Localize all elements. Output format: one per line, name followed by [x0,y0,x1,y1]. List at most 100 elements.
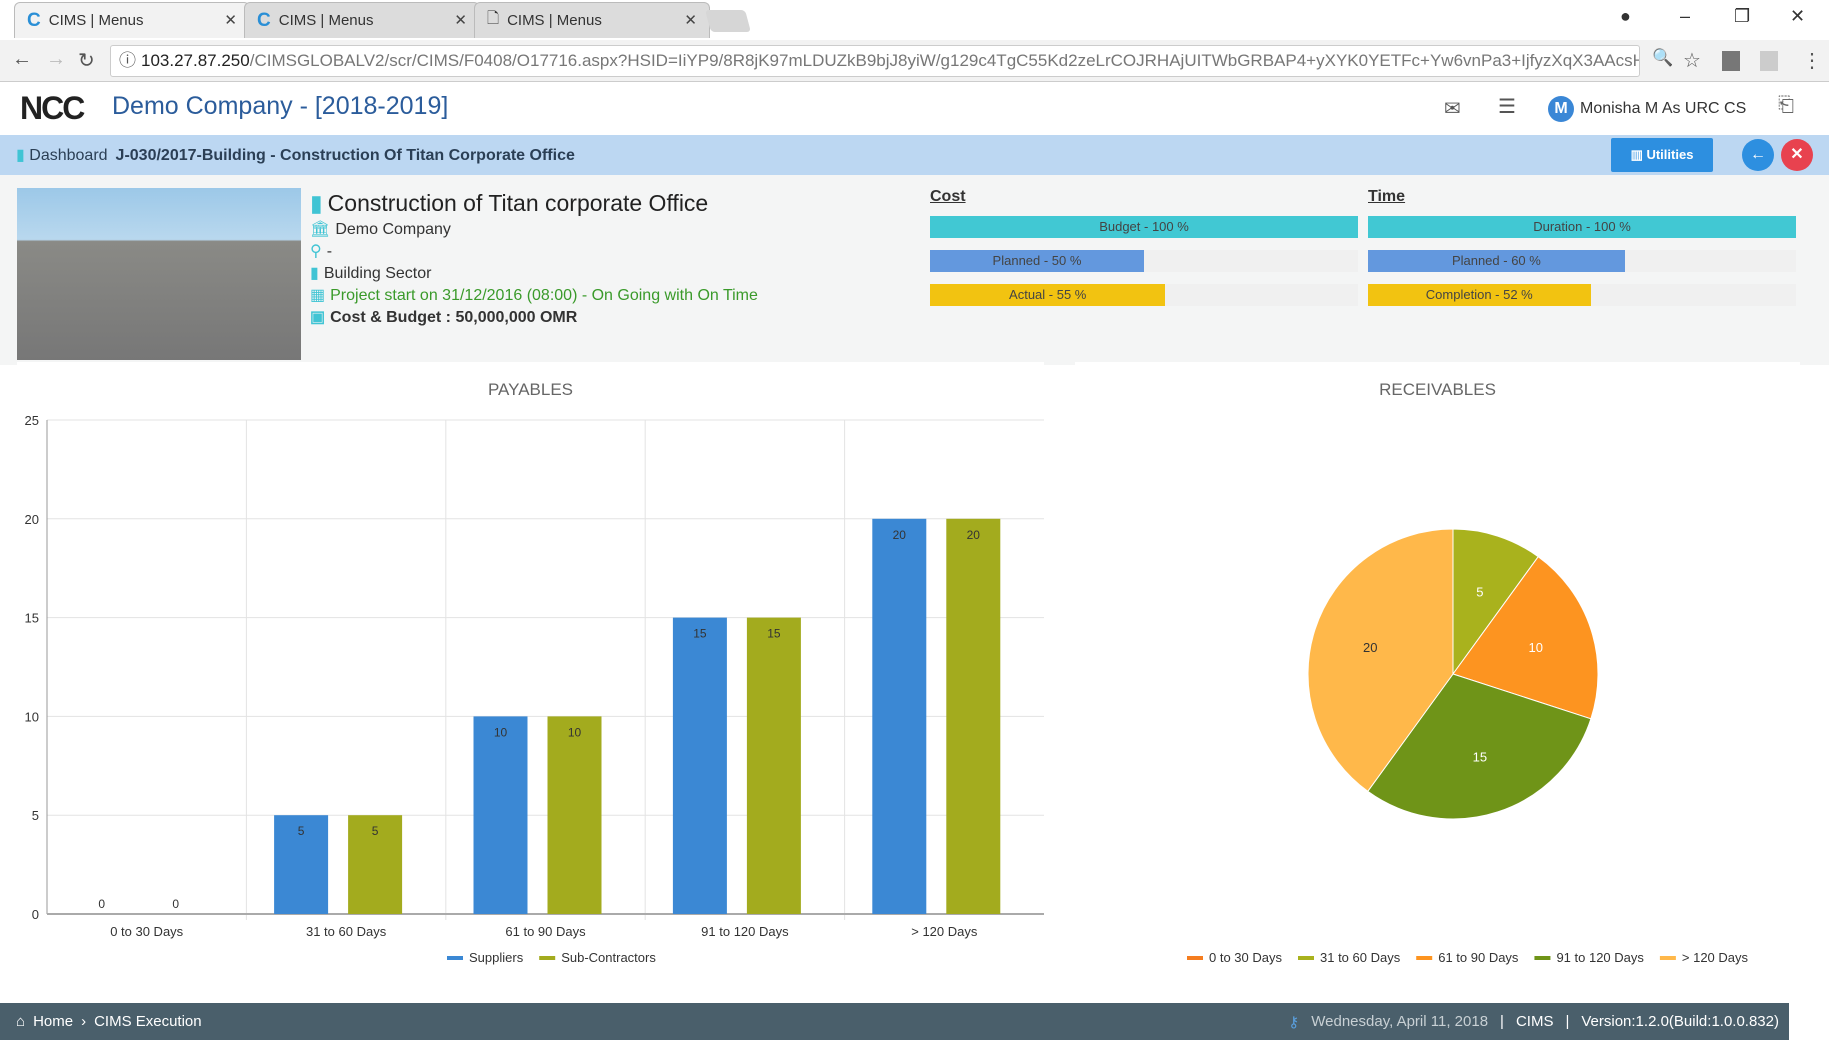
footer-module: CIMS Execution [94,1013,202,1030]
user-menu[interactable]: M Monisha M As URC CS [1548,96,1746,122]
close-button[interactable]: ✕ [1781,139,1813,171]
project-start: ▦ Project start on 31/12/2016 (08:00) - O… [310,287,758,304]
x-tick-label: 31 to 60 Days [306,924,387,939]
time-progress-bar: Duration - 100 % [1368,216,1796,238]
footer-home-link[interactable]: Home [33,1013,74,1030]
bar-suppliers [872,518,927,914]
building-icon: ▮ [16,147,25,164]
pie-slice [1307,528,1454,793]
app-header: NCC Demo Company - [2018-2019] ✉ ☰ M Moni… [0,82,1829,135]
bar-sub-contractors [348,815,403,914]
cost-progress-bar: Actual - 55 % [930,284,1358,306]
cims-favicon-icon: C [27,9,41,31]
bar-suppliers [274,815,329,914]
browser-tab[interactable]: C CIMS | Menus ✕ [244,2,480,38]
project-photo [17,188,301,360]
address-bar-row: ← → ↻ ⓘ 103.27.87.250/CIMSGLOBALV2/scr/CI… [0,40,1829,82]
project-location: ⚲ - [310,243,333,260]
bar-data-label: 20 [967,528,981,542]
separator: | [1565,1013,1570,1030]
bar-data-label: 20 [893,528,907,542]
bar-suppliers [473,716,528,914]
y-tick-label: 25 [25,413,39,428]
payables-panel: PAYABLES 0 5 10 15 20 25 0 to 30 Days 0 0 31 to 6… [17,362,1044,974]
project-title: ▮ Construction of Titan corporate Office [310,190,709,216]
legend-swatch [539,956,556,960]
user-name: Monisha M As URC CS [1580,100,1747,117]
mail-icon[interactable]: ✉ [1444,98,1461,120]
close-window-button[interactable]: ✕ [1790,6,1806,26]
logout-icon[interactable]: ⎗ [1778,94,1794,116]
tab-title: CIMS | Menus [278,12,374,29]
extension-g-icon[interactable] [1760,51,1778,71]
x-tick-label: 61 to 90 Days [505,924,586,939]
bar-data-label: 5 [372,824,379,838]
bar-data-label: 0 [172,897,179,911]
legend-swatch [1187,956,1203,960]
url-path: /CIMSGLOBALV2/scr/CIMS/F0408/O17716.aspx… [249,51,1640,70]
status-footer: ⌂ Home › CIMS Execution ⚷ Wednesday, Apr… [0,1003,1829,1040]
cims-favicon-icon: C [257,9,271,31]
back-button[interactable]: ← [1742,139,1774,171]
legend-label: 91 to 120 Days [1556,950,1644,965]
bar-sub-contractors [946,518,1001,914]
legend-label: 61 to 90 Days [1438,950,1519,965]
bar-data-label: 10 [568,725,582,739]
close-tab-icon[interactable]: ✕ [684,12,697,29]
project-sector: ▮ Building Sector [310,265,432,282]
time-heading: Time [1368,188,1406,205]
project-summary: ▮ Construction of Titan corporate Office … [0,175,1829,365]
new-tab-button[interactable] [705,10,751,32]
legend-swatch [1534,956,1551,960]
legend-swatch [1298,956,1314,960]
bar-sub-contractors [547,716,602,914]
chevron-right-icon: › [81,1013,87,1030]
bar-data-label: 10 [494,725,508,739]
browser-tab[interactable]: 🗋 CIMS | Menus ✕ [474,2,710,38]
pie-data-label: 10 [1529,640,1543,655]
utilities-button[interactable]: ▥ Utilities [1611,138,1713,172]
menu-icon[interactable]: ⋮ [1802,50,1822,72]
minimize-button[interactable]: – [1680,6,1691,26]
close-tab-icon[interactable]: ✕ [224,12,237,29]
time-progress-fill: Duration - 100 % [1368,216,1796,238]
breadcrumb-dashboard[interactable]: Dashboard [29,147,108,164]
map-pin-icon: ⚲ [310,243,322,260]
zoom-icon[interactable]: 🔍 [1652,48,1674,67]
reload-icon[interactable]: ↻ [78,50,95,72]
cost-progress-bar: Budget - 100 % [930,216,1358,238]
y-tick-label: 20 [25,512,39,527]
breadcrumb: ▮ Dashboard J-030/2017-Building - Constru… [0,135,1829,175]
back-icon[interactable]: ← [12,48,32,70]
browser-tab-bar: C CIMS | Menus ✕ C CIMS | Menus ✕ 🗋 CIMS | Me… [0,0,1829,40]
url-host: 103.27.87.250 [141,51,250,70]
forward-icon[interactable]: → [46,48,66,70]
extension-icon[interactable] [1722,51,1740,71]
chart-icon: ▥ [1630,147,1647,162]
browser-tab[interactable]: C CIMS | Menus ✕ [14,2,250,38]
legend-swatch [447,956,463,960]
legend-label: Sub-Contractors [561,950,656,965]
pie-slice [1452,528,1539,676]
avatar: M [1548,96,1574,122]
page-icon: 🗋 [487,10,500,27]
footer-app: CIMS [1515,1013,1554,1030]
bar-suppliers [672,617,727,914]
ncc-logo: NCC [20,90,85,126]
payables-title: PAYABLES [487,380,574,399]
bar-data-label: 15 [693,627,707,641]
server-icon[interactable]: ☰ [1498,96,1516,118]
pie-slice [1367,673,1592,820]
restore-button[interactable]: ❐ [1734,6,1751,26]
tab-title: CIMS | Menus [48,12,144,29]
close-tab-icon[interactable]: ✕ [454,12,467,29]
time-progress-bar: Planned - 60 % [1368,250,1796,272]
cost-progress-bar: Planned - 50 % [930,250,1358,272]
legend-label: Suppliers [469,950,524,965]
url-input[interactable]: ⓘ 103.27.87.250/CIMSGLOBALV2/scr/CIMS/F04… [110,45,1640,77]
profile-icon[interactable]: ● [1620,6,1631,26]
bar-data-label: 15 [767,627,781,641]
footer-date: Wednesday, April 11, 2018 [1311,1013,1489,1030]
bookmark-star-icon[interactable]: ☆ [1683,50,1701,72]
cost-progress-fill: Planned - 50 % [930,250,1144,272]
